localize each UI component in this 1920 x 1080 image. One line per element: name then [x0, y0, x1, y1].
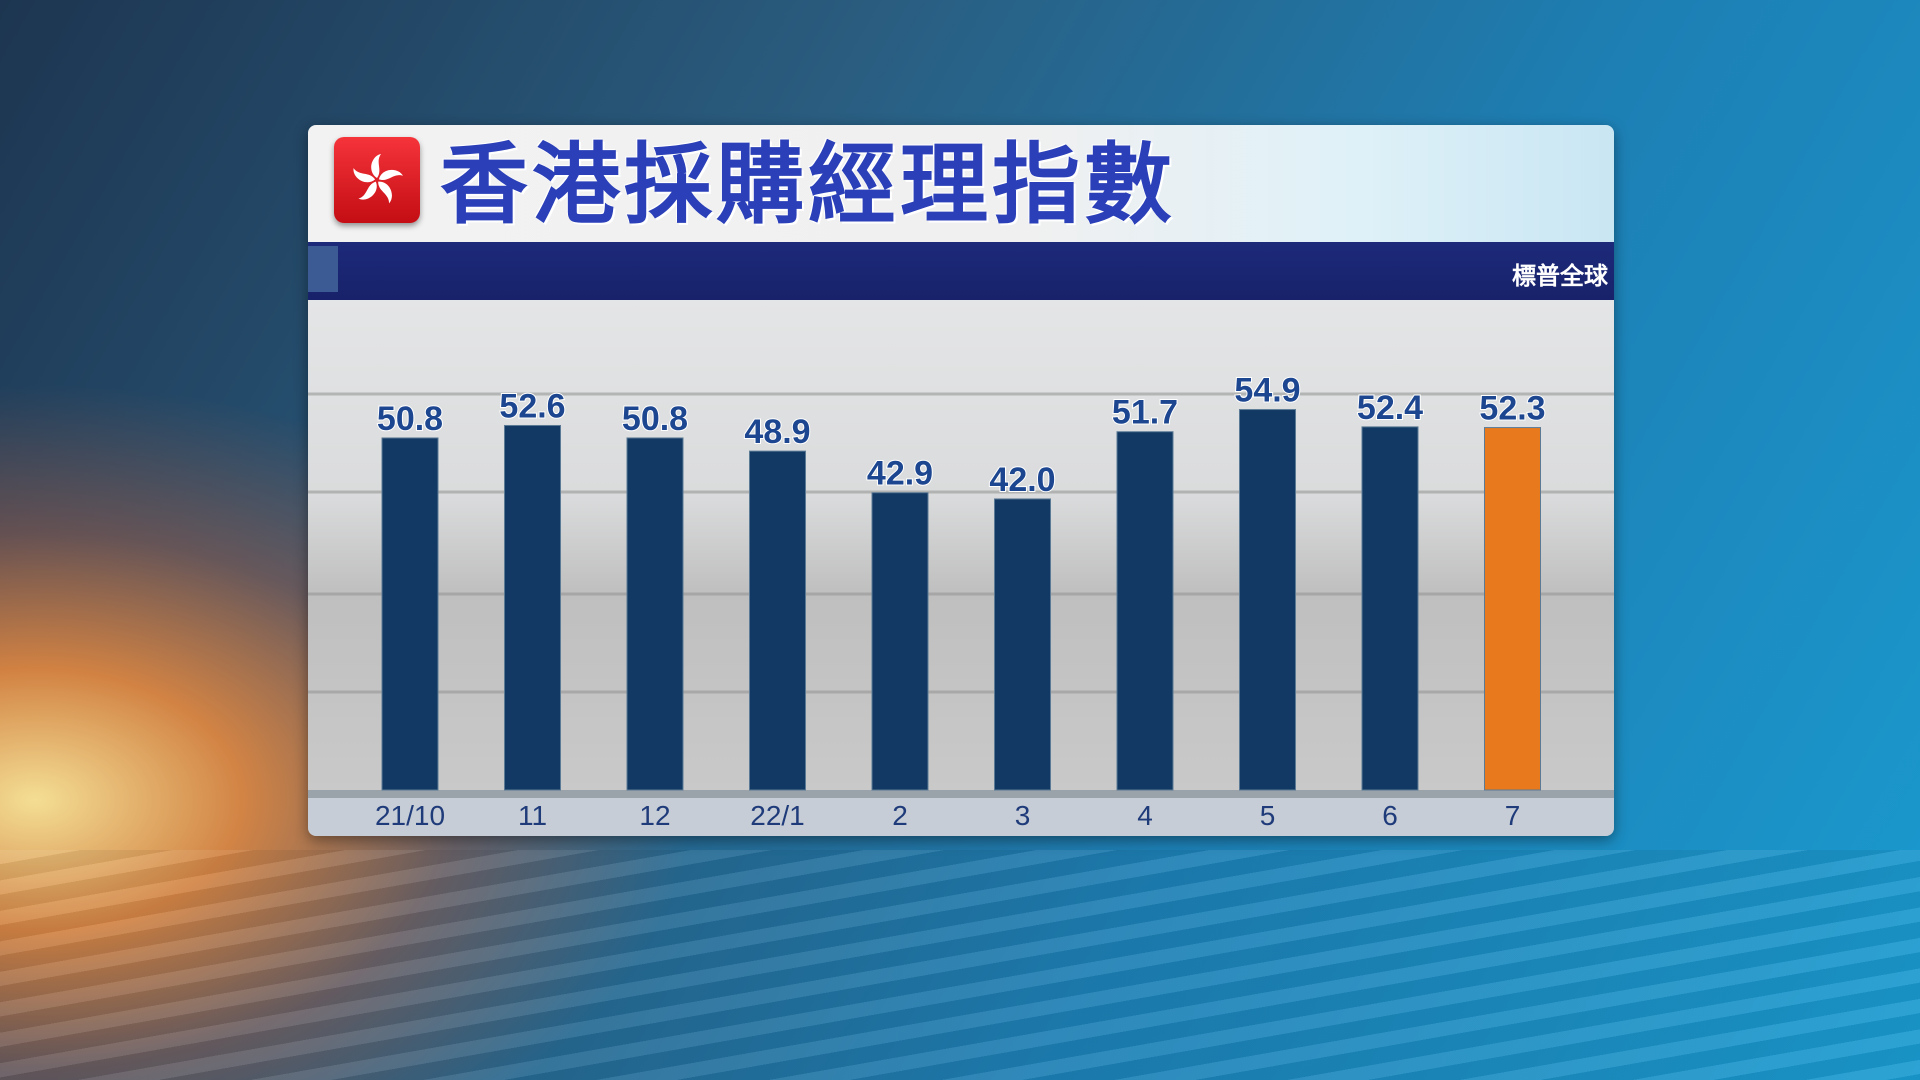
bar: [504, 424, 561, 791]
data-label: 51.7: [1112, 394, 1178, 432]
title-bar: 香港採購經理指數: [308, 125, 1614, 242]
data-label: 42.9: [867, 455, 933, 493]
data-label: 50.8: [377, 400, 443, 438]
source-label: 標普全球: [1512, 262, 1608, 290]
data-label: 48.9: [744, 413, 810, 451]
x-tick-label: 7: [1505, 800, 1521, 831]
x-tick-label: 11: [518, 800, 547, 831]
x-tick-label: 4: [1137, 800, 1153, 831]
x-tick-label: 21/10: [375, 800, 445, 831]
bar: [1361, 426, 1419, 791]
chart-title: 香港採購經理指數: [440, 133, 1177, 236]
bar: [1239, 409, 1296, 791]
data-label: 52.3: [1479, 390, 1545, 428]
data-label: 52.6: [499, 387, 565, 425]
source-bar: 標普全球: [308, 242, 1614, 300]
bar: [626, 437, 684, 791]
bar: [994, 498, 1051, 791]
bar-chart: 50.8 21/10 52.6 11 50.8 12 48.9 22/1 42.9 2 42.0 3 5…: [308, 371, 1614, 831]
x-tick-label: 2: [892, 800, 908, 831]
bar: [381, 437, 439, 791]
background-floor: [0, 850, 1920, 1080]
x-tick-label: 6: [1382, 800, 1398, 831]
x-axis-band: [308, 790, 1614, 836]
chart-panel: 香港採購經理指數 標普全球 50.8 21/10 52.6 11 50.8 12 48.9 2…: [308, 125, 1614, 836]
x-tick-label: 22/1: [750, 800, 805, 831]
x-tick-label: 3: [1015, 800, 1031, 831]
x-tick-label: 5: [1260, 800, 1276, 831]
data-label: 42.0: [989, 461, 1055, 499]
data-label: 52.4: [1357, 389, 1423, 427]
data-label: 50.8: [622, 400, 688, 438]
bar: [1116, 431, 1174, 791]
source-bar-accent: [308, 246, 338, 292]
hong-kong-flag-icon: [334, 137, 420, 223]
x-tick-label: 12: [639, 800, 670, 831]
bar: [1484, 427, 1541, 791]
data-label: 54.9: [1234, 372, 1300, 410]
bar: [871, 492, 929, 791]
bar: [749, 450, 806, 791]
